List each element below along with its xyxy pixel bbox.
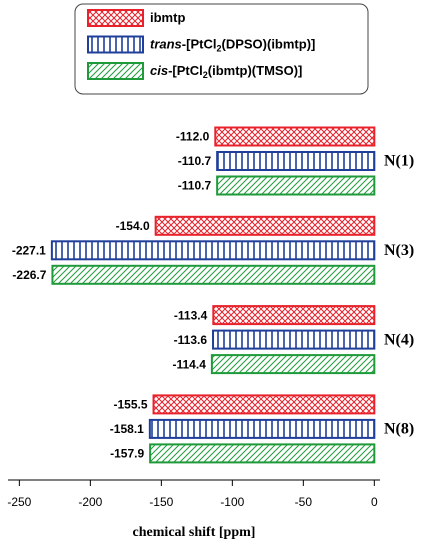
value-label: -110.7 bbox=[178, 154, 212, 168]
value-label: -112.0 bbox=[176, 130, 210, 144]
bar bbox=[149, 443, 376, 464]
value-label: -114.4 bbox=[173, 357, 207, 371]
bar bbox=[152, 394, 376, 415]
x-axis-title: chemical shift [ppm] bbox=[133, 525, 256, 540]
x-tick-label: -150 bbox=[149, 495, 173, 509]
category-label: N(1) bbox=[384, 153, 414, 170]
value-label: -110.7 bbox=[178, 179, 212, 193]
x-tick-label: 0 bbox=[371, 495, 378, 509]
bar bbox=[216, 151, 376, 171]
legend-label: trans-[PtCl2(DPSO)(ibmtp)] bbox=[150, 37, 315, 54]
bar bbox=[51, 264, 376, 285]
value-label: -158.1 bbox=[110, 422, 144, 436]
bar bbox=[50, 240, 376, 261]
bar bbox=[212, 305, 376, 326]
bar bbox=[148, 418, 376, 439]
category-label: N(4) bbox=[384, 331, 414, 348]
x-tick-label: -50 bbox=[295, 495, 313, 509]
x-tick-label: -100 bbox=[220, 495, 244, 509]
legend-label: ibmtp bbox=[150, 10, 185, 25]
bar bbox=[212, 329, 376, 350]
category-label: N(3) bbox=[384, 242, 414, 259]
legend-swatch bbox=[87, 62, 144, 80]
bar bbox=[154, 215, 376, 236]
value-label: -113.6 bbox=[174, 333, 208, 347]
value-label: -155.5 bbox=[114, 398, 148, 412]
legend-box bbox=[74, 3, 369, 95]
legend-label: cis-[PtCl2(ibmtp)(TMSO)] bbox=[150, 63, 302, 80]
legend-swatch bbox=[87, 9, 144, 27]
category-label: N(8) bbox=[384, 421, 414, 438]
value-label: -157.9 bbox=[110, 447, 144, 461]
value-label: -113.4 bbox=[174, 308, 208, 322]
bar bbox=[216, 175, 376, 196]
x-tick-label: -250 bbox=[7, 495, 31, 509]
legend-swatch bbox=[87, 35, 144, 54]
value-label: -226.7 bbox=[12, 268, 46, 282]
bar bbox=[210, 354, 376, 375]
bar bbox=[214, 126, 376, 147]
value-label: -227.1 bbox=[12, 243, 46, 257]
value-label: -154.0 bbox=[116, 219, 150, 233]
x-tick-label: -200 bbox=[78, 495, 102, 509]
